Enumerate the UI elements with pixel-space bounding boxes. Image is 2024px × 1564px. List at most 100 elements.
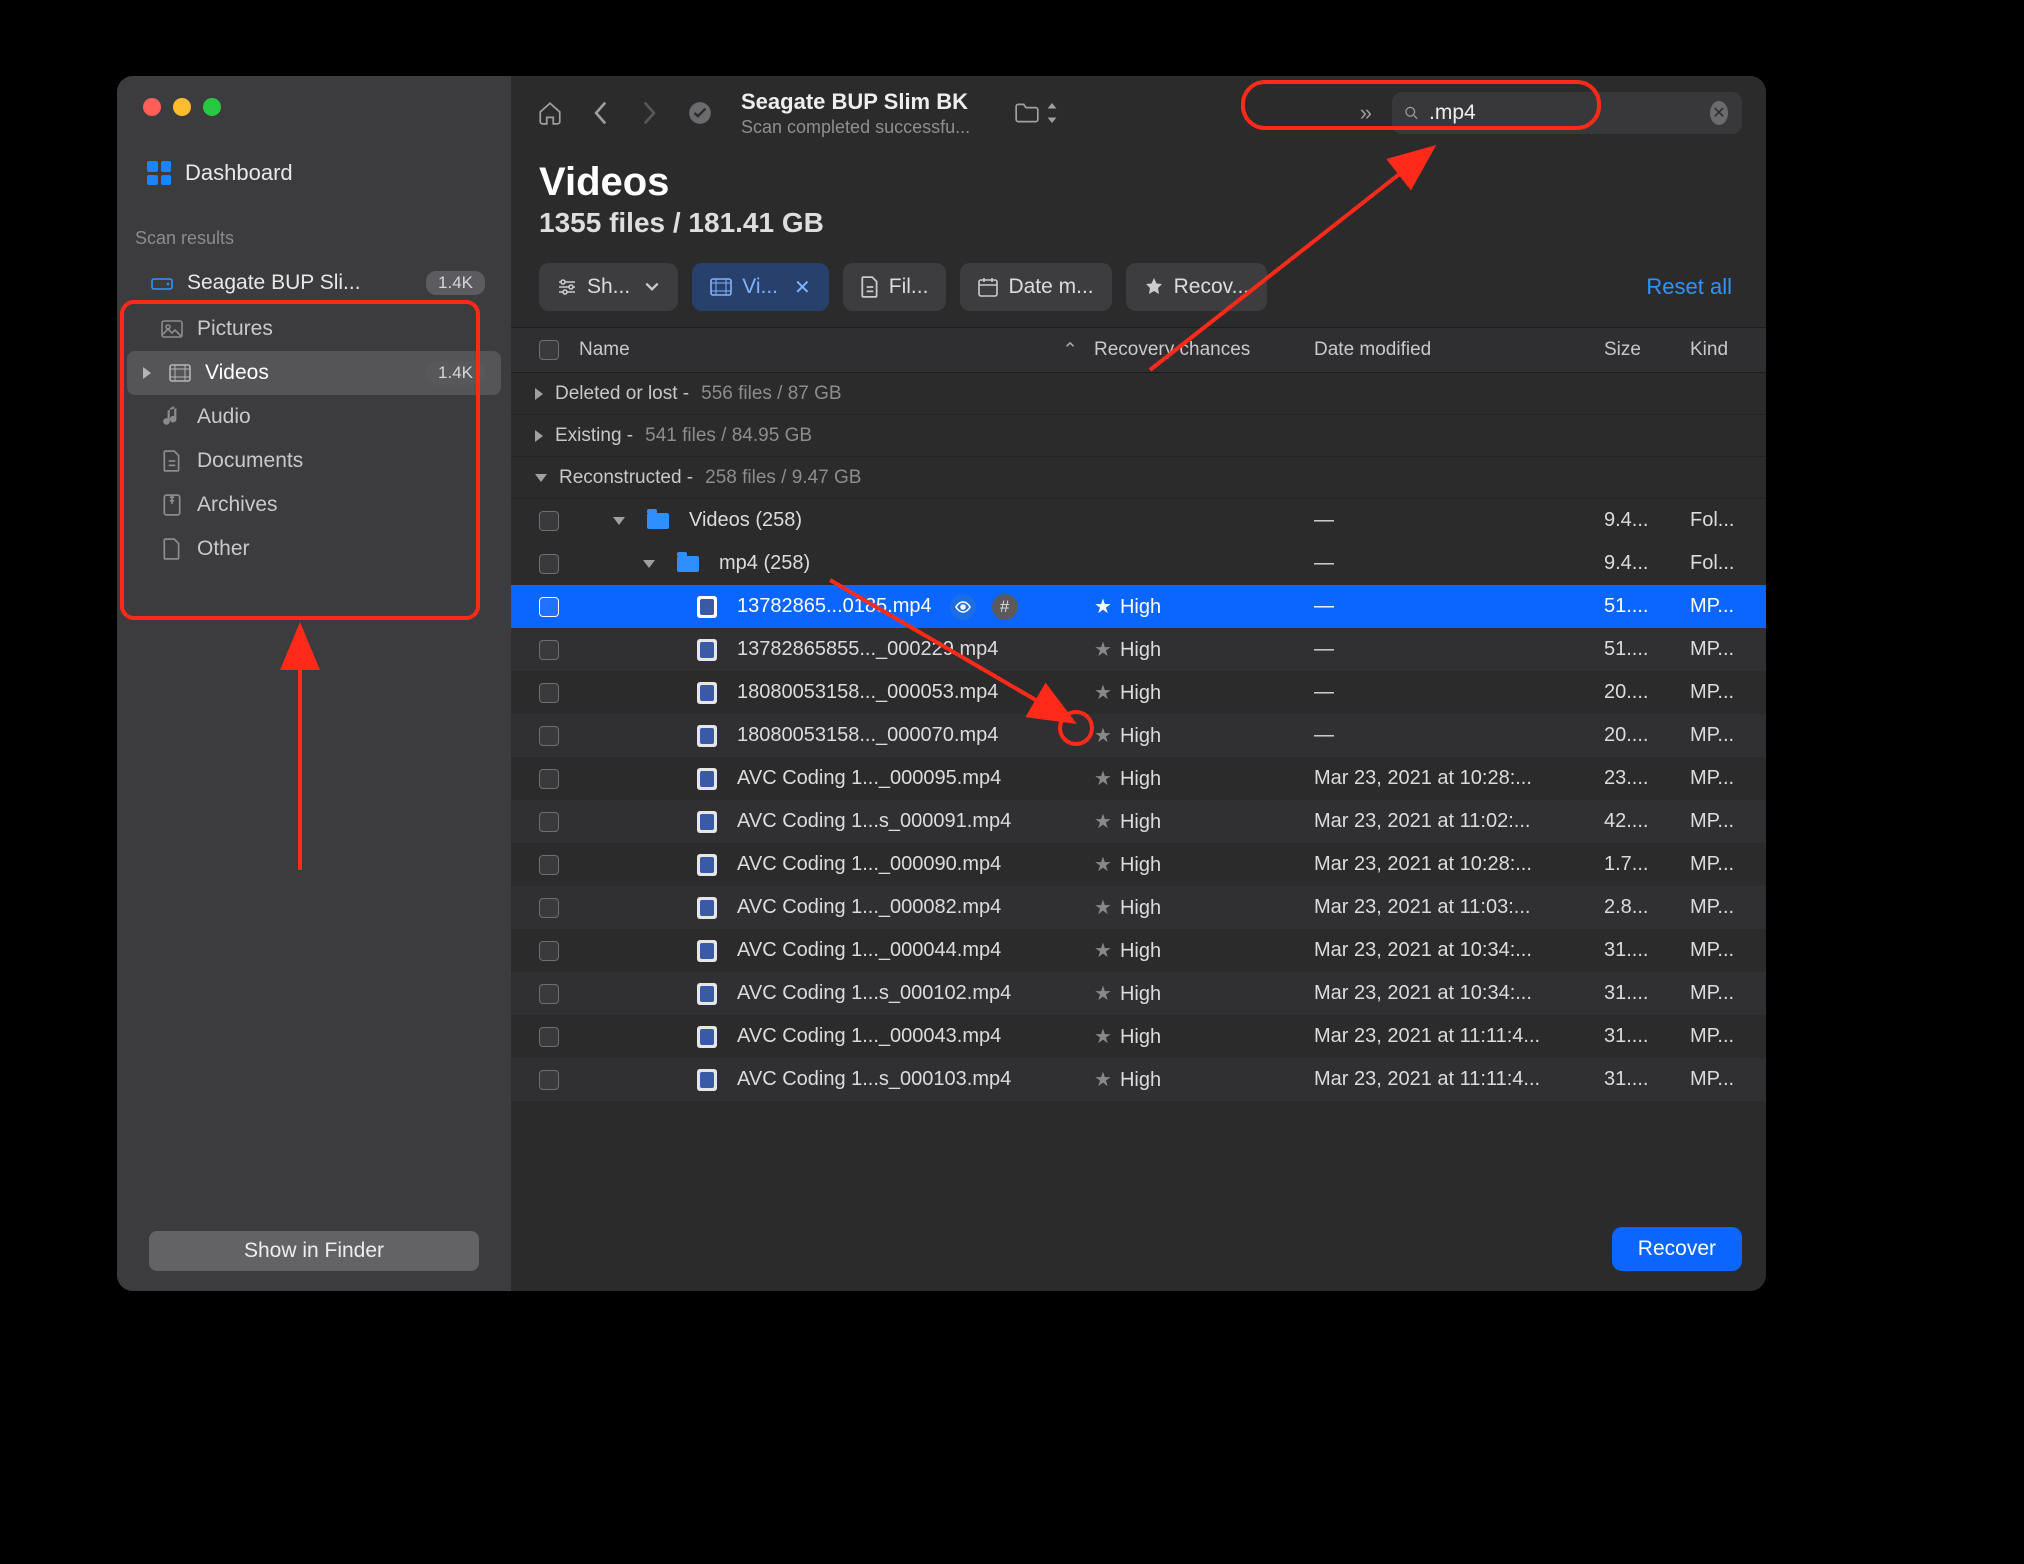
filter-show[interactable]: Sh...: [539, 263, 678, 311]
folder-icon: [677, 556, 699, 572]
show-in-finder-button[interactable]: Show in Finder: [149, 1231, 479, 1271]
clear-filter-icon[interactable]: ✕: [794, 275, 811, 300]
group-label: Deleted or lost -: [555, 383, 689, 405]
cell-recovery: ★High: [1094, 637, 1314, 662]
row-checkbox[interactable]: [539, 898, 559, 918]
nav-forward-icon[interactable]: [635, 98, 665, 128]
cell-date: Mar 23, 2021 at 11:02:...: [1314, 810, 1604, 833]
sidebar-item-documents[interactable]: Documents: [127, 439, 501, 483]
page-subtitle: 1355 files / 181.41 GB: [539, 207, 1738, 239]
column-recovery[interactable]: Recovery chances: [1094, 339, 1314, 361]
clear-search-icon[interactable]: ✕: [1710, 101, 1728, 125]
cell-date: —: [1314, 724, 1604, 747]
row-checkbox[interactable]: [539, 769, 559, 789]
folder-row[interactable]: Videos (258)—9.4...Fol...: [511, 499, 1766, 542]
select-all-checkbox[interactable]: [539, 340, 559, 360]
row-checkbox[interactable]: [539, 941, 559, 961]
filter-file[interactable]: Fil...: [843, 263, 947, 311]
folder-row[interactable]: mp4 (258)—9.4...Fol...: [511, 542, 1766, 585]
row-checkbox[interactable]: [539, 812, 559, 832]
row-checkbox[interactable]: [539, 984, 559, 1004]
search-input[interactable]: [1429, 101, 1700, 125]
filter-recovery[interactable]: Recov...: [1126, 263, 1267, 311]
row-checkbox[interactable]: [539, 640, 559, 660]
movie-file-icon: [697, 811, 717, 833]
home-icon[interactable]: [535, 98, 565, 128]
file-row[interactable]: AVC Coding 1..._000090.mp4★HighMar 23, 2…: [511, 843, 1766, 886]
nav-back-icon[interactable]: [585, 98, 615, 128]
file-row[interactable]: AVC Coding 1..._000044.mp4★HighMar 23, 2…: [511, 929, 1766, 972]
star-icon: ★: [1094, 768, 1112, 790]
cell-kind: MP...: [1690, 595, 1766, 618]
cell-size: 9.4...: [1604, 509, 1690, 532]
dashboard-link[interactable]: Dashboard: [117, 116, 511, 210]
sidebar-item-audio[interactable]: Audio: [127, 395, 501, 439]
title-block: Seagate BUP Slim BK Scan completed succe…: [741, 89, 970, 138]
filter-video[interactable]: Vi... ✕: [692, 263, 829, 311]
folder-icon: [647, 513, 669, 529]
row-checkbox[interactable]: [539, 554, 559, 574]
page-heading: Videos 1355 files / 181.41 GB: [511, 150, 1766, 257]
file-row[interactable]: 18080053158..._000053.mp4★High—20....MP.…: [511, 671, 1766, 714]
sidebar-item-pictures[interactable]: Pictures: [127, 307, 501, 351]
search-field[interactable]: ✕: [1392, 92, 1742, 134]
column-size[interactable]: Size: [1604, 339, 1690, 361]
star-icon: ★: [1094, 940, 1112, 962]
chevron-right-icon: [143, 367, 151, 379]
file-row[interactable]: AVC Coding 1..._000095.mp4★HighMar 23, 2…: [511, 757, 1766, 800]
file-row[interactable]: 13782865...0185.mp4#★High—51....MP...: [511, 585, 1766, 628]
disclosure-icon[interactable]: [643, 560, 655, 568]
preview-icon[interactable]: [950, 594, 976, 620]
reset-filters-link[interactable]: Reset all: [1646, 274, 1738, 300]
row-checkbox[interactable]: [539, 1027, 559, 1047]
sidebar-item-videos[interactable]: Videos1.4K: [127, 351, 501, 395]
cell-date: —: [1314, 638, 1604, 661]
zoom-window-icon[interactable]: [203, 98, 221, 116]
group-deleted-or-lost[interactable]: Deleted or lost - 556 files / 87 GB: [511, 373, 1766, 415]
row-checkbox[interactable]: [539, 1070, 559, 1090]
file-row[interactable]: AVC Coding 1..._000082.mp4★HighMar 23, 2…: [511, 886, 1766, 929]
star-icon: ★: [1094, 854, 1112, 876]
cell-date: Mar 23, 2021 at 10:28:...: [1314, 853, 1604, 876]
group-reconstructed[interactable]: Reconstructed - 258 files / 9.47 GB: [511, 457, 1766, 499]
hex-icon[interactable]: #: [992, 594, 1018, 620]
cell-kind: MP...: [1690, 939, 1766, 962]
column-kind[interactable]: Kind: [1690, 339, 1766, 361]
close-window-icon[interactable]: [143, 98, 161, 116]
recover-button[interactable]: Recover: [1612, 1227, 1742, 1271]
row-checkbox[interactable]: [539, 726, 559, 746]
table-body: Deleted or lost - 556 files / 87 GBExist…: [511, 373, 1766, 1291]
path-folder-button[interactable]: [1014, 102, 1058, 124]
file-row[interactable]: AVC Coding 1..._000043.mp4★HighMar 23, 2…: [511, 1015, 1766, 1058]
cell-size: 9.4...: [1604, 552, 1690, 575]
sidebar-drive[interactable]: Seagate BUP Sli... 1.4K: [127, 261, 501, 305]
column-date[interactable]: Date modified: [1314, 339, 1604, 361]
star-icon: ★: [1094, 983, 1112, 1005]
cell-recovery: ★High: [1094, 1024, 1314, 1049]
file-row[interactable]: AVC Coding 1...s_000091.mp4★HighMar 23, …: [511, 800, 1766, 843]
star-icon: ★: [1094, 639, 1112, 661]
row-checkbox[interactable]: [539, 683, 559, 703]
row-checkbox[interactable]: [539, 511, 559, 531]
row-checkbox[interactable]: [539, 597, 559, 617]
cell-kind: MP...: [1690, 853, 1766, 876]
filter-show-label: Sh...: [587, 275, 630, 299]
file-row[interactable]: AVC Coding 1...s_000103.mp4★HighMar 23, …: [511, 1058, 1766, 1101]
sidebar-item-other[interactable]: Other: [127, 527, 501, 571]
cell-kind: MP...: [1690, 896, 1766, 919]
file-row[interactable]: AVC Coding 1...s_000102.mp4★HighMar 23, …: [511, 972, 1766, 1015]
traffic-lights: [117, 76, 511, 116]
file-name: AVC Coding 1...s_000103.mp4: [737, 1068, 1011, 1091]
row-checkbox[interactable]: [539, 855, 559, 875]
file-row[interactable]: 13782865855..._000229.mp4★High—51....MP.…: [511, 628, 1766, 671]
sidebar-item-archives[interactable]: Archives: [127, 483, 501, 527]
cell-size: 20....: [1604, 681, 1690, 704]
minimize-window-icon[interactable]: [173, 98, 191, 116]
group-existing[interactable]: Existing - 541 files / 84.95 GB: [511, 415, 1766, 457]
disclosure-icon[interactable]: [613, 517, 625, 525]
column-name[interactable]: Name⌃: [571, 339, 1094, 362]
filter-bar: Sh... Vi... ✕ Fil... Date m... Recov... …: [511, 257, 1766, 327]
filter-date[interactable]: Date m...: [960, 263, 1111, 311]
overflow-icon[interactable]: »: [1360, 100, 1372, 126]
file-row[interactable]: 18080053158..._000070.mp4★High—20....MP.…: [511, 714, 1766, 757]
